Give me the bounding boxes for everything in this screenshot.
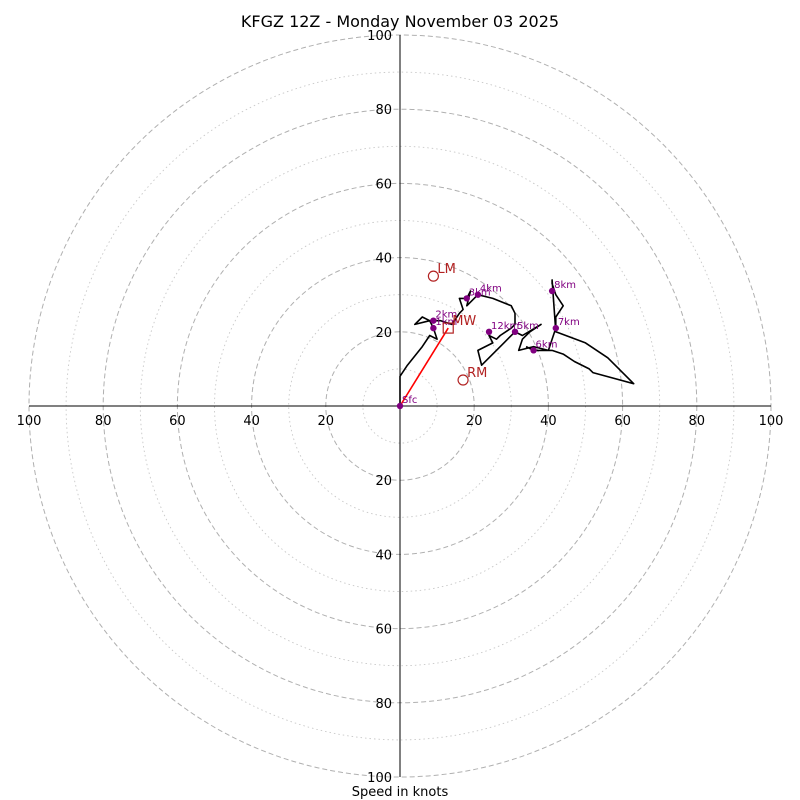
y-tick-label: 20 (375, 474, 392, 489)
x-tick-label: 60 (614, 414, 631, 429)
height-marker-12km-label: 12km (491, 321, 519, 332)
height-marker-4km (474, 291, 482, 298)
y-tick-label: 40 (375, 252, 392, 267)
y-tick-label: 40 (375, 548, 392, 563)
x-tick-label: 20 (318, 414, 335, 429)
storm-motion-lm-label: LM (437, 262, 455, 277)
height-marker-6km (530, 347, 537, 354)
x-tick-label: 40 (540, 414, 557, 429)
height-marker-2km (430, 317, 437, 324)
hodograph-trace (399, 279, 635, 406)
height-marker-5km (511, 328, 519, 335)
x-tick-label: 80 (689, 414, 706, 429)
x-tick-label: 80 (95, 414, 112, 429)
height-marker-12km (485, 328, 493, 335)
x-axis-label: Speed in knots (352, 785, 449, 800)
y-tick-label: 60 (375, 623, 392, 638)
x-tick-label: 100 (759, 414, 784, 429)
y-tick-label: 100 (367, 771, 392, 786)
height-marker-3km (463, 295, 470, 302)
height-marker-1km (430, 324, 437, 332)
y-tick-label: 100 (367, 29, 392, 44)
height-marker-2km-label: 2km (435, 310, 457, 321)
height-marker-8km (548, 287, 556, 295)
storm-motion-rm-label: RM (467, 366, 487, 381)
height-marker-4km-label: 4km (480, 284, 502, 295)
x-tick-label: 100 (17, 414, 42, 429)
shear-vector (399, 327, 449, 407)
y-tick-label: 80 (375, 103, 392, 118)
storm-motion-markers: LM RM MW (427, 262, 487, 386)
tick-labels: 100 80 60 40 20 20 40 60 80 100 20 20 40 40 60 60 80 80 10… (17, 29, 784, 786)
height-marker-8km-label: 8km (554, 280, 576, 291)
height-marker-6km-label: 6km (536, 339, 558, 350)
height-marker-sfc (396, 402, 404, 410)
y-tick-label: 20 (375, 326, 392, 341)
storm-motion-lm-marker (427, 270, 439, 282)
y-tick-label: 60 (375, 177, 392, 192)
height-marker-7km (552, 324, 560, 332)
x-tick-label: 60 (169, 414, 186, 429)
storm-motion-rm-marker (457, 374, 469, 386)
storm-motion-mw-label: MW (452, 314, 476, 329)
x-tick-label: 20 (466, 414, 483, 429)
x-tick-label: 40 (243, 414, 260, 429)
bulk-shear-line (399, 327, 449, 407)
y-tick-label: 80 (375, 697, 392, 712)
wind-trace (399, 279, 635, 406)
height-marker-7km-label: 7km (558, 317, 580, 328)
height-marker-sfc-label: Sfc (402, 395, 417, 406)
chart-title: KFGZ 12Z - Monday November 03 2025 (241, 12, 559, 31)
storm-motion-mw-marker (442, 322, 454, 334)
height-marker-5km-label: 5km (517, 321, 539, 332)
